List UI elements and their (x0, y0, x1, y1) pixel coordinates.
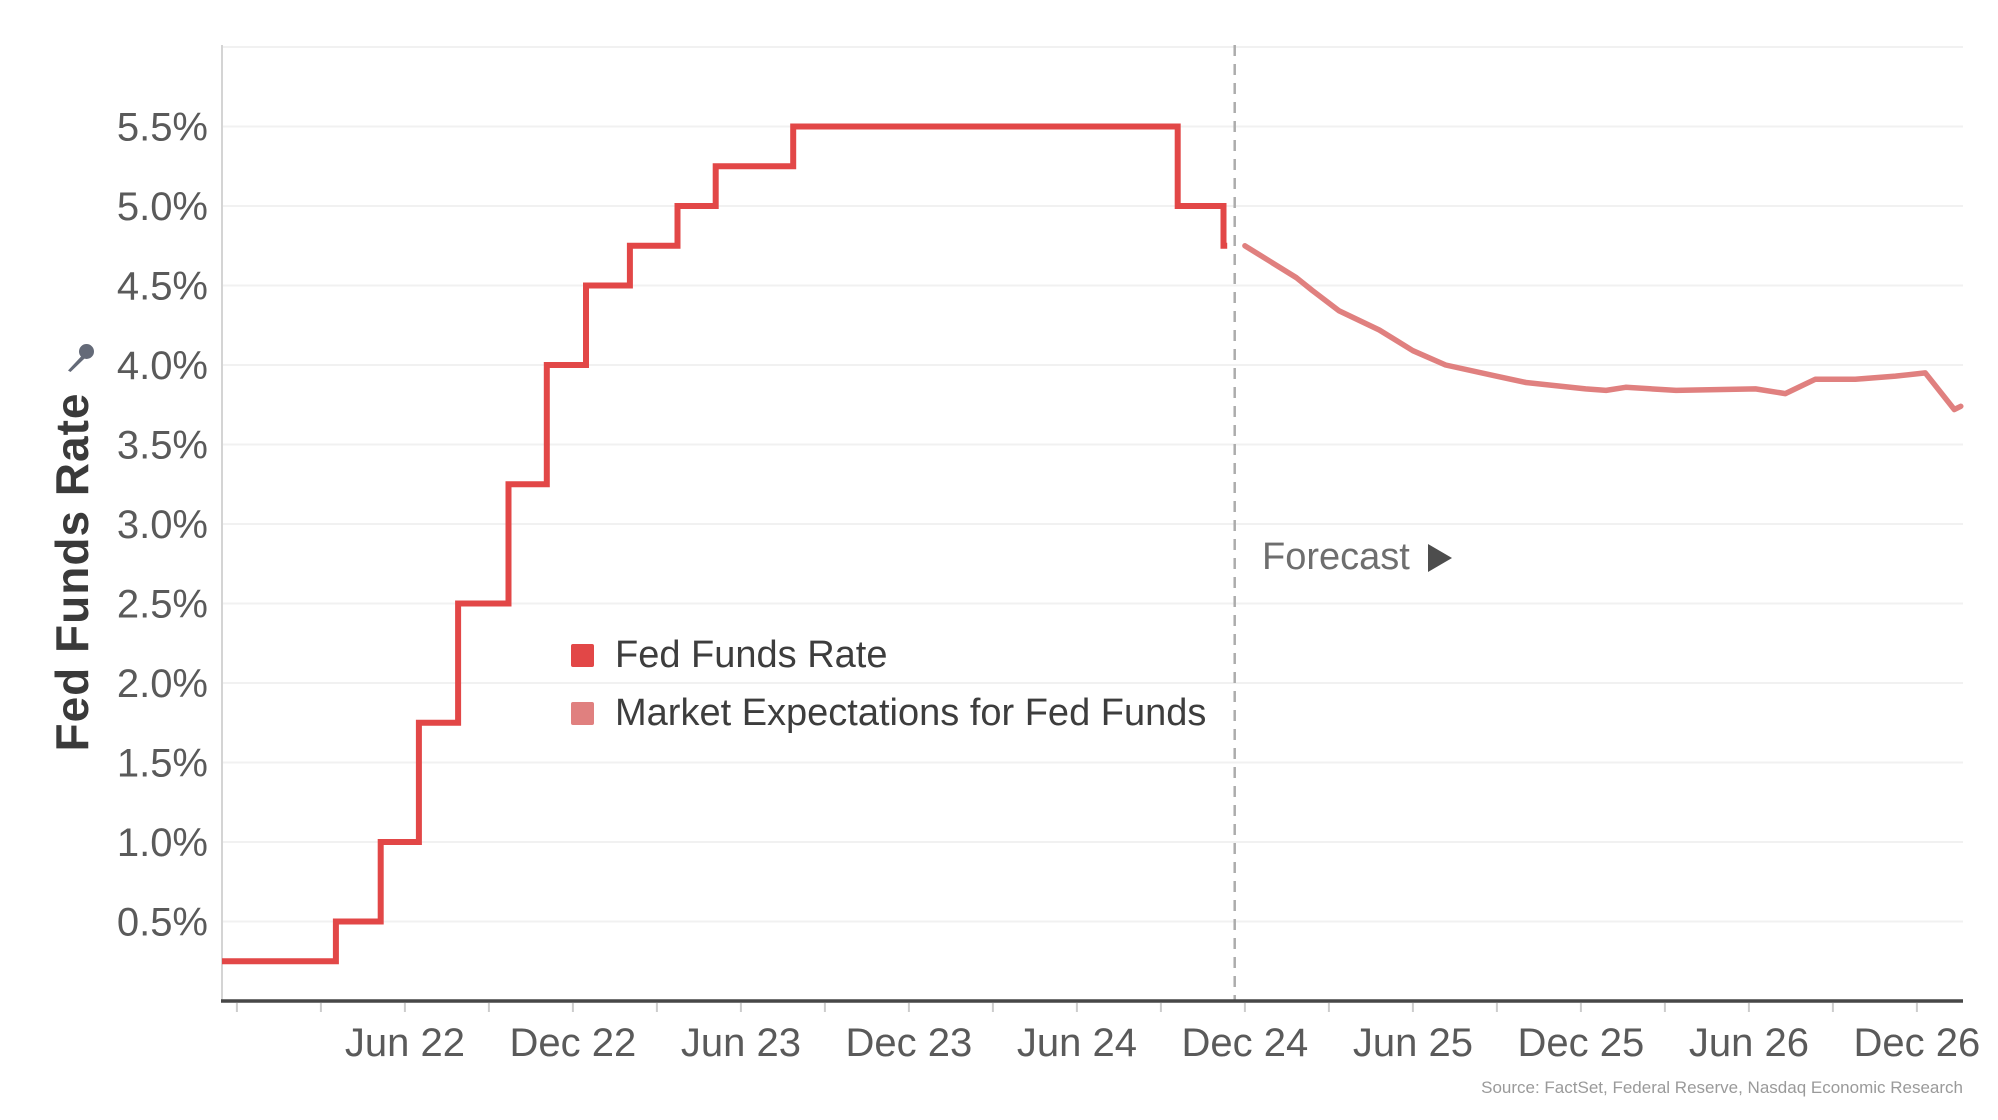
legend-swatch-market-expectations (571, 702, 594, 725)
x-tick-label: Jun 22 (345, 1021, 465, 1065)
legend-label-market-expectations: Market Expectations for Fed Funds (615, 692, 1207, 734)
forecast-annotation: Forecast (1262, 536, 1453, 579)
gridlines (222, 46, 1963, 923)
y-tick-label: 2.5% (117, 583, 208, 627)
legend-label-fed-funds-rate: Fed Funds Rate (615, 634, 888, 676)
x-tick-label: Dec 26 (1854, 1021, 1981, 1065)
y-tick-label: 4.5% (117, 265, 208, 309)
legend: Fed Funds Rate Market Expectations for F… (571, 633, 1206, 749)
legend-item-market-expectations: Market Expectations for Fed Funds (571, 691, 1206, 736)
y-tick-label: 2.0% (117, 662, 208, 706)
y-axis-tick-labels: 0.5% 1.0% 1.5% 2.0% 2.5% 3.0% 3.5% 4.0% 4.5% 5.0%… (117, 106, 208, 945)
y-tick-label: 5.0% (117, 185, 208, 229)
y-tick-label: 1.0% (117, 821, 208, 865)
y-tick-label: 3.5% (117, 424, 208, 468)
x-tick-label: Dec 25 (1518, 1021, 1645, 1065)
legend-swatch-fed-funds-rate (571, 644, 594, 667)
x-tick-label: Jun 26 (1689, 1021, 1809, 1065)
legend-item-fed-funds-rate: Fed Funds Rate (571, 633, 1206, 678)
source-attribution: Source: FactSet, Federal Reserve, Nasdaq… (1481, 1078, 1963, 1097)
fed-funds-rate-line (222, 123, 1228, 965)
forecast-annotation-text: Forecast (1262, 536, 1410, 578)
y-tick-label: 0.5% (117, 901, 208, 945)
x-axis-tick-labels: Jun 22 Dec 22 Jun 23 Dec 23 Jun 24 Dec 24 Jun … (345, 1021, 1980, 1065)
x-tick-label: Jun 25 (1353, 1021, 1473, 1065)
y-axis-title: Fed Funds Rate (46, 392, 98, 752)
pinned-axis-pin-icon (68, 344, 94, 372)
y-tick-label: 4.0% (117, 344, 208, 388)
x-tick-label: Jun 23 (681, 1021, 801, 1065)
y-tick-label: 3.0% (117, 503, 208, 547)
x-tick-label: Dec 23 (846, 1021, 973, 1065)
x-axis-ticks (235, 1003, 1918, 1012)
y-tick-label: 5.5% (117, 106, 208, 150)
x-tick-label: Dec 22 (510, 1021, 637, 1065)
forecast-arrow-icon (1427, 543, 1452, 572)
market-expectations-line (1242, 243, 1964, 413)
x-tick-label: Jun 24 (1017, 1021, 1137, 1065)
y-tick-label: 1.5% (117, 742, 208, 786)
x-tick-label: Dec 24 (1182, 1021, 1309, 1065)
